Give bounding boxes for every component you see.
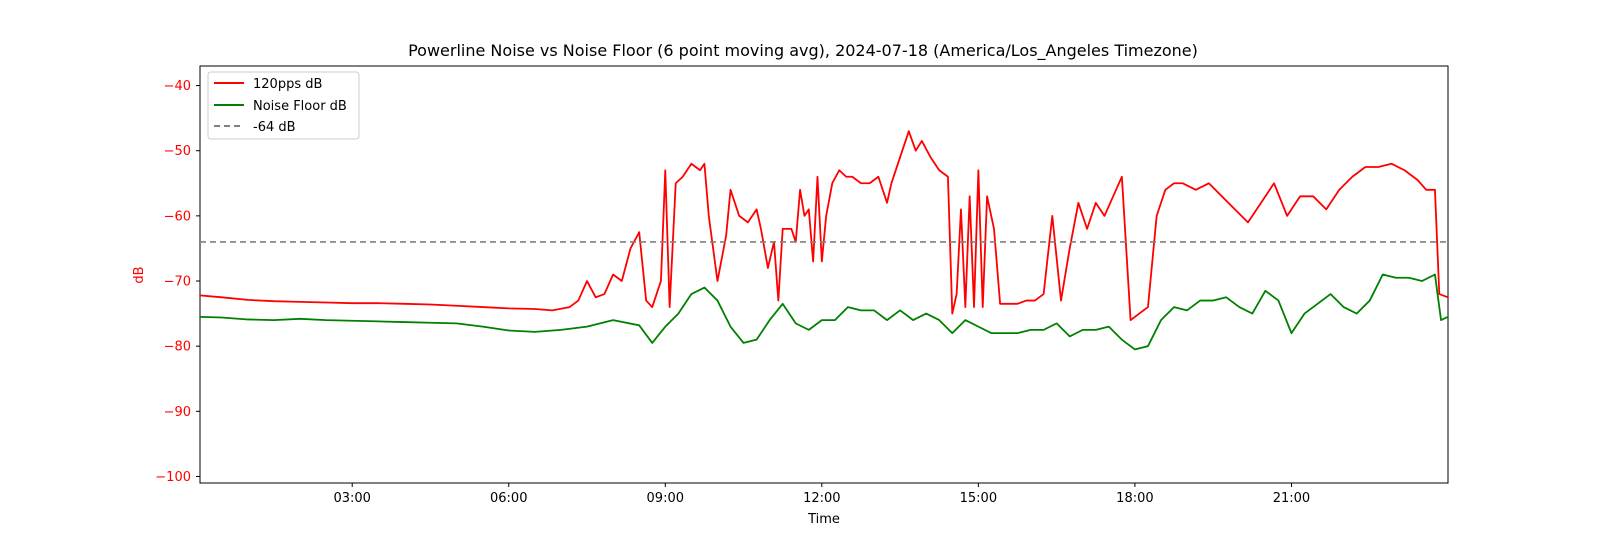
series-line-2 bbox=[199, 273, 1449, 351]
x-tick-label: 09:00 bbox=[647, 491, 684, 506]
legend-box bbox=[207, 71, 360, 140]
legend-label-120pps: 120pps dB bbox=[253, 77, 322, 92]
y-tick-label: −60 bbox=[164, 209, 191, 224]
plot-frame bbox=[199, 65, 1449, 484]
x-tick-label: 15:00 bbox=[960, 491, 997, 506]
data-layer bbox=[199, 130, 1449, 351]
y-tick-label: −100 bbox=[155, 470, 191, 485]
x-tick-label: 03:00 bbox=[333, 491, 370, 506]
x-tick-label: 21:00 bbox=[1273, 491, 1310, 506]
x-tick-label: 18:00 bbox=[1116, 491, 1153, 506]
y-axis-label: dB bbox=[132, 266, 147, 283]
y-tick-label: −40 bbox=[164, 79, 191, 94]
x-axis-label: Time bbox=[807, 512, 840, 527]
x-tick-label: 12:00 bbox=[803, 491, 840, 506]
y-tick-label: −70 bbox=[164, 275, 191, 290]
series-line-1 bbox=[199, 130, 1449, 322]
plot-area bbox=[199, 65, 1449, 484]
y-tick-label: −90 bbox=[164, 405, 191, 420]
y-tick-label: −80 bbox=[164, 340, 191, 355]
legend-label-noise-floor: Noise Floor dB bbox=[253, 99, 347, 114]
legend-label-reference: -64 dB bbox=[253, 120, 296, 135]
x-tick-label: 06:00 bbox=[490, 491, 527, 506]
chart-title: Powerline Noise vs Noise Floor (6 point … bbox=[408, 41, 1198, 61]
axes-layer: 03:00 06:00 09:00 12:00 15:00 18:00 21:00 −40 −5… bbox=[155, 79, 1310, 506]
legend: 120pps dB Noise Floor dB -64 dB bbox=[207, 71, 360, 140]
y-tick-label: −50 bbox=[164, 144, 191, 159]
